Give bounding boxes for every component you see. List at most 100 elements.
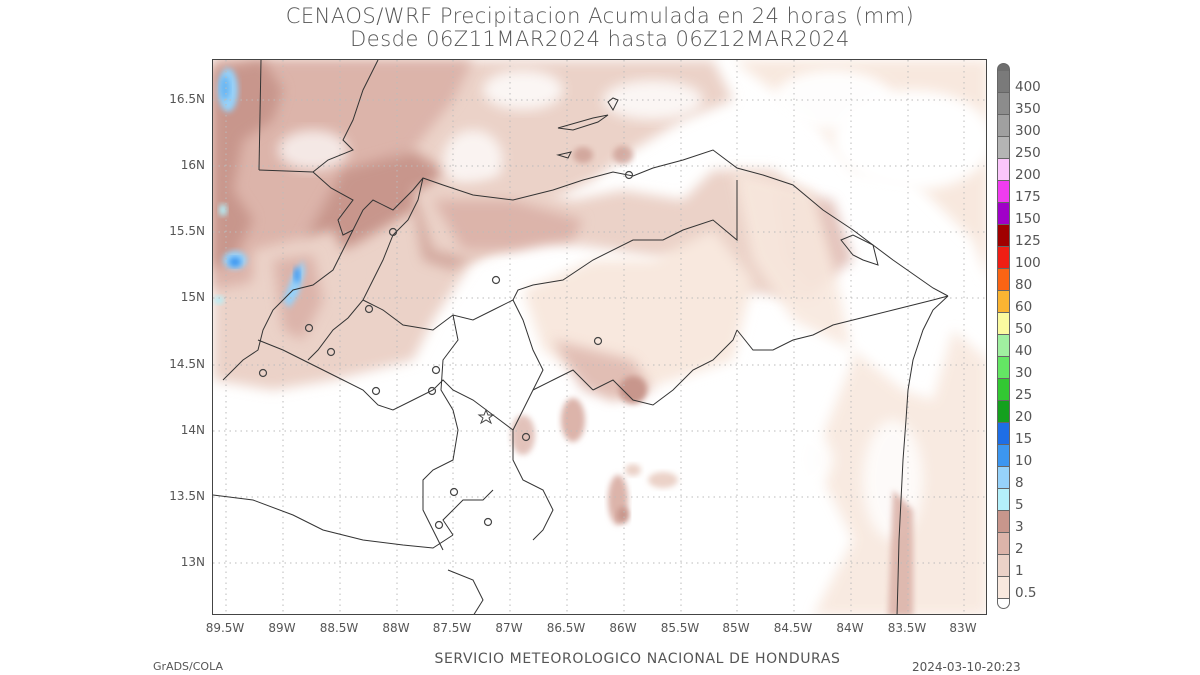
colorbar-swatch bbox=[997, 533, 1010, 555]
x-tick-label: 85.5W bbox=[660, 621, 700, 635]
colorbar-label: 50 bbox=[1015, 321, 1033, 337]
circle-icon bbox=[624, 170, 634, 180]
x-tick-label: 89.5W bbox=[205, 621, 245, 635]
colorbar-swatch bbox=[997, 181, 1010, 203]
x-tick-label: 89W bbox=[268, 621, 296, 635]
x-tick-label: 84W bbox=[836, 621, 864, 635]
colorbar-label: 8 bbox=[1015, 475, 1024, 491]
colorbar-label: 30 bbox=[1015, 365, 1033, 381]
y-tick-label: 13.5N bbox=[169, 489, 205, 503]
chart-title: CENAOS/WRF Precipitacion Acumulada en 24… bbox=[285, 4, 915, 28]
colorbar-label: 15 bbox=[1015, 431, 1033, 447]
circle-icon bbox=[431, 365, 441, 375]
x-tick-label: 83W bbox=[949, 621, 977, 635]
circle-icon bbox=[304, 323, 314, 333]
colorbar-swatch bbox=[997, 577, 1010, 599]
circle-icon bbox=[258, 368, 268, 378]
colorbar-label: 200 bbox=[1015, 167, 1041, 183]
colorbar-label: 125 bbox=[1015, 233, 1041, 249]
circle-icon bbox=[449, 487, 459, 497]
colorbar-label: 5 bbox=[1015, 497, 1024, 513]
colorbar-swatch bbox=[997, 115, 1010, 137]
colorbar-label: 150 bbox=[1015, 211, 1041, 227]
x-tick-label: 87W bbox=[495, 621, 523, 635]
x-tick-label: 88W bbox=[382, 621, 410, 635]
precip-field bbox=[213, 60, 986, 614]
colorbar-swatch bbox=[997, 225, 1010, 247]
colorbar-label: 40 bbox=[1015, 343, 1033, 359]
circle-icon bbox=[388, 227, 398, 237]
city-markers bbox=[258, 170, 634, 530]
x-tick-label: 86.5W bbox=[546, 621, 586, 635]
footer-software-credit: GrADS/COLA bbox=[153, 660, 223, 673]
y-tick-label: 14N bbox=[180, 423, 205, 437]
colorbar-swatch bbox=[997, 247, 1010, 269]
footer-organization: SERVICIO METEOROLOGICO NACIONAL DE HONDU… bbox=[434, 651, 841, 667]
colorbar-swatch bbox=[997, 489, 1010, 511]
y-tick-label: 13N bbox=[180, 555, 205, 569]
circle-icon bbox=[521, 432, 531, 442]
colorbar-label: 400 bbox=[1015, 79, 1041, 95]
colorbar-swatch bbox=[997, 203, 1010, 225]
colorbar-label: 175 bbox=[1015, 189, 1041, 205]
y-tick-label: 15.5N bbox=[169, 224, 205, 238]
map-plot-area bbox=[212, 59, 987, 615]
circle-icon bbox=[371, 386, 381, 396]
colorbar-swatch bbox=[997, 511, 1010, 533]
circle-icon bbox=[326, 347, 336, 357]
colorbar-swatch bbox=[997, 159, 1010, 181]
colorbar-label: 250 bbox=[1015, 145, 1041, 161]
circle-icon bbox=[483, 517, 493, 527]
colorbar-swatch bbox=[997, 93, 1010, 115]
x-tick-label: 87.5W bbox=[432, 621, 472, 635]
circle-icon bbox=[593, 336, 603, 346]
x-tick-label: 85W bbox=[722, 621, 750, 635]
colorbar-swatch bbox=[997, 313, 1010, 335]
boundaries bbox=[213, 60, 949, 614]
colorbar-label: 100 bbox=[1015, 255, 1041, 271]
circle-icon bbox=[364, 304, 374, 314]
colorbar-swatch bbox=[997, 357, 1010, 379]
colorbar-cap-bottom bbox=[997, 599, 1010, 609]
colorbar-label: 2 bbox=[1015, 541, 1024, 557]
colorbar-label: 25 bbox=[1015, 387, 1033, 403]
colorbar-swatch bbox=[997, 335, 1010, 357]
x-tick-label: 83.5W bbox=[887, 621, 927, 635]
colorbar-swatch bbox=[997, 423, 1010, 445]
precipitation-map bbox=[213, 60, 986, 614]
colorbar-swatch bbox=[997, 291, 1010, 313]
graticule bbox=[213, 60, 986, 614]
circle-icon bbox=[434, 520, 444, 530]
colorbar-label: 350 bbox=[1015, 101, 1041, 117]
colorbar-label: 1 bbox=[1015, 563, 1024, 579]
chart-subtitle: Desde 06Z11MAR2024 hasta 06Z12MAR2024 bbox=[350, 27, 850, 51]
x-tick-label: 86W bbox=[609, 621, 637, 635]
footer-timestamp: 2024-03-10-20:23 bbox=[912, 660, 1021, 674]
colorbar-swatch bbox=[997, 555, 1010, 577]
x-tick-label: 88.5W bbox=[319, 621, 359, 635]
y-tick-label: 16.5N bbox=[169, 92, 205, 106]
y-tick-label: 16N bbox=[180, 158, 205, 172]
circle-icon bbox=[427, 386, 437, 396]
colorbar-label: 3 bbox=[1015, 519, 1024, 535]
colorbar-label: 80 bbox=[1015, 277, 1033, 293]
colorbar-swatch bbox=[997, 467, 1010, 489]
y-tick-label: 15N bbox=[180, 290, 205, 304]
colorbar-swatch bbox=[997, 137, 1010, 159]
colorbar-swatch bbox=[997, 401, 1010, 423]
colorbar-label: 300 bbox=[1015, 123, 1041, 139]
y-tick-label: 14.5N bbox=[169, 357, 205, 371]
colorbar-label: 20 bbox=[1015, 409, 1033, 425]
x-tick-label: 84.5W bbox=[773, 621, 813, 635]
colorbar-label: 60 bbox=[1015, 299, 1033, 315]
colorbar-swatch bbox=[997, 269, 1010, 291]
colorbar-label: 10 bbox=[1015, 453, 1033, 469]
colorbar-swatch bbox=[997, 71, 1010, 93]
colorbar bbox=[997, 63, 1010, 609]
circle-icon bbox=[491, 275, 501, 285]
colorbar-swatch bbox=[997, 445, 1010, 467]
colorbar-swatch bbox=[997, 379, 1010, 401]
star-icon bbox=[477, 408, 495, 425]
colorbar-cap-top bbox=[997, 63, 1010, 71]
colorbar-label: 0.5 bbox=[1015, 585, 1037, 601]
